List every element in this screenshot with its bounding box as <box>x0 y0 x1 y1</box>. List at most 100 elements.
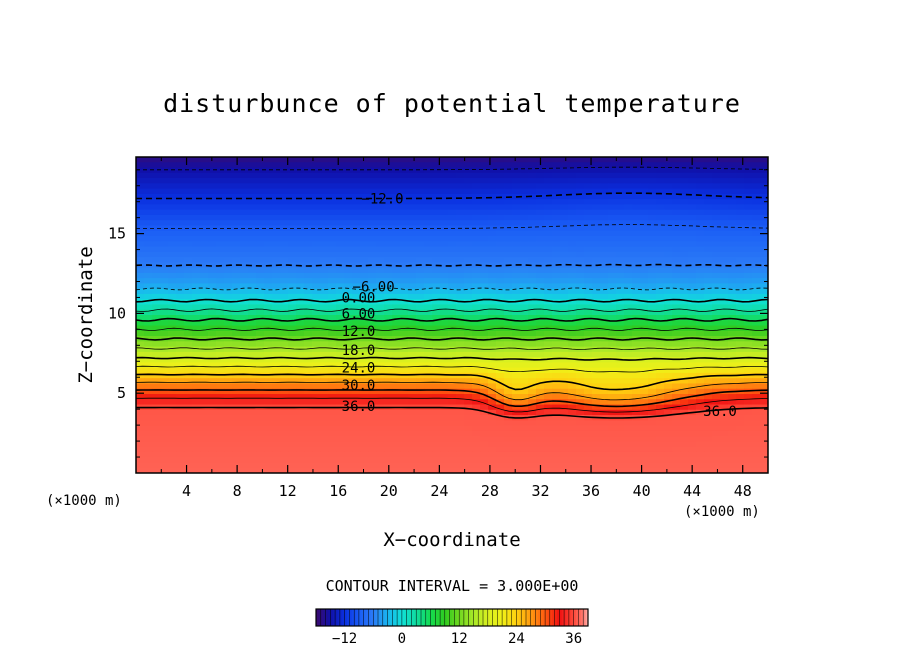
field-cell <box>296 257 305 263</box>
field-cell <box>272 220 281 227</box>
field-cell <box>296 420 305 427</box>
field-cell <box>280 351 289 358</box>
x-tick-label: 8 <box>233 482 242 500</box>
field-cell <box>192 462 201 469</box>
field-cell <box>736 451 745 458</box>
field-cell <box>160 288 169 295</box>
field-cell <box>752 441 761 448</box>
field-cell <box>248 288 257 295</box>
field-cell <box>248 246 257 253</box>
field-cell <box>200 430 209 437</box>
field-cell <box>440 299 449 306</box>
field-cell <box>664 267 673 274</box>
field-cell <box>352 394 361 400</box>
field-cell <box>176 167 185 174</box>
field-cell <box>520 388 529 395</box>
field-cell <box>280 172 289 179</box>
field-cell <box>560 241 569 248</box>
field-cell <box>712 193 721 200</box>
field-cell <box>648 341 657 348</box>
field-cell <box>288 241 297 248</box>
field-cell <box>720 367 729 374</box>
field-cell <box>200 357 209 363</box>
colorbar-segment <box>366 609 369 626</box>
colorbar-segment <box>452 609 455 626</box>
field-cell <box>592 467 601 473</box>
field-cell <box>144 193 153 200</box>
field-cell <box>592 457 601 464</box>
field-cell <box>696 214 705 221</box>
field-cell <box>704 388 713 395</box>
field-cell <box>688 441 697 448</box>
field-cell <box>760 188 768 195</box>
field-cell <box>432 362 441 369</box>
field-cell <box>184 394 193 400</box>
field-cell <box>568 362 577 369</box>
field-cell <box>440 193 449 200</box>
field-cell <box>184 409 193 416</box>
field-cell <box>560 409 569 416</box>
field-cell <box>248 399 257 406</box>
field-cell <box>264 293 273 300</box>
field-cell <box>720 420 729 427</box>
field-cell <box>664 178 673 184</box>
field-cell <box>648 267 657 274</box>
field-cell <box>392 351 401 358</box>
field-cell <box>632 214 641 221</box>
field-cell <box>416 320 425 327</box>
field-cell <box>552 220 561 227</box>
field-cell <box>696 399 705 406</box>
field-cell <box>384 436 393 442</box>
field-cell <box>704 288 713 295</box>
field-cell <box>512 241 521 248</box>
field-cell <box>760 272 768 279</box>
field-cell <box>696 436 705 442</box>
field-cell <box>336 330 345 337</box>
x-tick-label: 16 <box>329 482 347 500</box>
field-cell <box>360 283 369 290</box>
field-cell <box>216 415 225 421</box>
field-cell <box>712 157 721 163</box>
field-cell <box>472 420 481 427</box>
field-cell <box>736 346 745 353</box>
field-cell <box>440 457 449 464</box>
field-cell <box>568 257 577 263</box>
field-cell <box>152 199 161 205</box>
field-cell <box>592 220 601 227</box>
field-cell <box>552 230 561 237</box>
field-cell <box>512 278 521 284</box>
field-cell <box>216 362 225 369</box>
field-cell <box>496 157 505 163</box>
field-cell <box>400 162 409 169</box>
field-cell <box>216 283 225 290</box>
field-cell <box>392 293 401 300</box>
colorbar-segment <box>490 609 493 626</box>
field-cell <box>432 372 441 379</box>
field-cell <box>408 230 417 237</box>
colorbar-segment <box>432 609 436 626</box>
field-cell <box>200 425 209 432</box>
field-cell <box>336 251 345 258</box>
field-cell <box>632 288 641 295</box>
field-cell <box>448 399 457 406</box>
field-cell <box>624 193 633 200</box>
field-cell <box>584 441 593 448</box>
field-cell <box>416 257 425 263</box>
field-cell <box>208 167 217 174</box>
field-cell <box>320 188 329 195</box>
field-cell <box>424 378 433 385</box>
field-cell <box>240 446 249 453</box>
field-cell <box>616 272 625 279</box>
field-cell <box>360 372 369 379</box>
field-cell <box>352 162 361 169</box>
field-cell <box>328 209 337 216</box>
field-cell <box>176 293 185 300</box>
field-cell <box>504 425 513 432</box>
field-cell <box>744 183 753 190</box>
field-cell <box>504 367 513 374</box>
field-cell <box>392 430 401 437</box>
field-cell <box>472 172 481 179</box>
field-cell <box>216 320 225 327</box>
field-cell <box>304 278 313 284</box>
field-cell <box>576 378 585 385</box>
